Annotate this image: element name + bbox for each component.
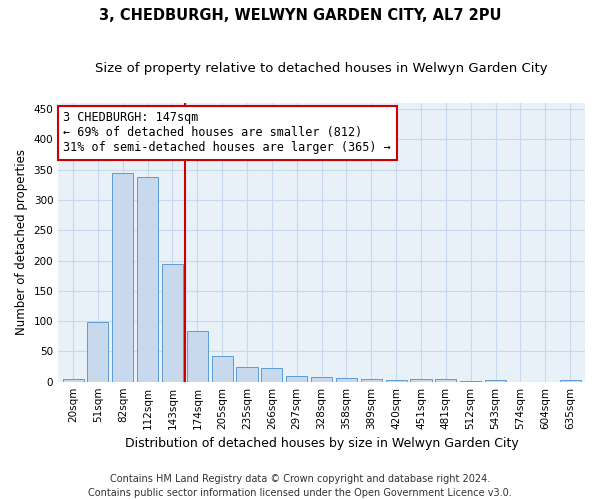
Bar — [286, 376, 307, 382]
Bar — [88, 322, 109, 382]
Text: 3, CHEDBURGH, WELWYN GARDEN CITY, AL7 2PU: 3, CHEDBURGH, WELWYN GARDEN CITY, AL7 2P… — [99, 8, 501, 22]
Text: 3 CHEDBURGH: 147sqm
← 69% of detached houses are smaller (812)
31% of semi-detac: 3 CHEDBURGH: 147sqm ← 69% of detached ho… — [64, 112, 391, 154]
Bar — [361, 380, 382, 382]
Bar — [560, 380, 581, 382]
Bar — [485, 380, 506, 382]
Bar — [212, 356, 233, 382]
Bar — [336, 378, 357, 382]
Y-axis label: Number of detached properties: Number of detached properties — [15, 150, 28, 336]
X-axis label: Distribution of detached houses by size in Welwyn Garden City: Distribution of detached houses by size … — [125, 437, 518, 450]
Title: Size of property relative to detached houses in Welwyn Garden City: Size of property relative to detached ho… — [95, 62, 548, 76]
Bar — [435, 380, 457, 382]
Text: Contains HM Land Registry data © Crown copyright and database right 2024.
Contai: Contains HM Land Registry data © Crown c… — [88, 474, 512, 498]
Bar — [162, 264, 183, 382]
Bar — [262, 368, 283, 382]
Bar — [236, 366, 257, 382]
Bar — [460, 381, 481, 382]
Bar — [386, 380, 407, 382]
Bar — [311, 377, 332, 382]
Bar — [62, 378, 83, 382]
Bar — [112, 174, 133, 382]
Bar — [137, 177, 158, 382]
Bar — [410, 378, 431, 382]
Bar — [187, 331, 208, 382]
